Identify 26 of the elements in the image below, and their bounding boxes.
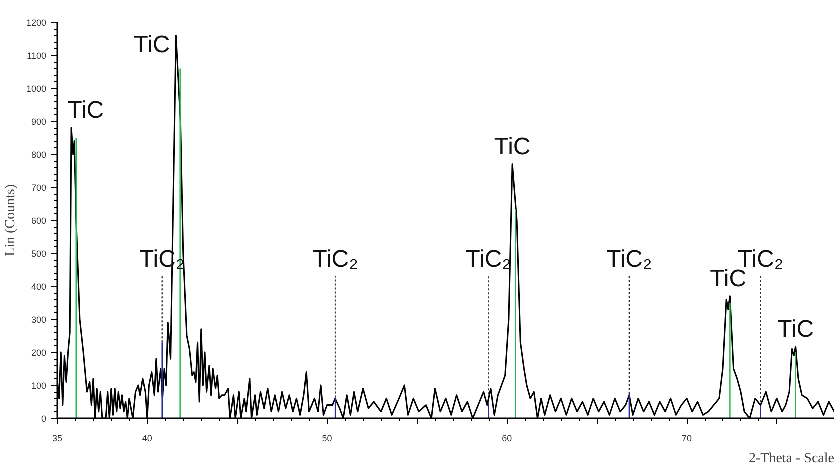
y-tick-label: 600 <box>31 216 47 226</box>
x-axis-title: 2-Theta - Scale <box>748 452 835 466</box>
annotation: TiC₂ <box>312 246 358 273</box>
annotation: TiC <box>68 97 104 124</box>
y-tick-label: 1200 <box>26 18 47 28</box>
y-tick-label: 1100 <box>27 51 47 61</box>
x-tick-label: 35 <box>52 434 63 444</box>
annotation: TiC <box>494 133 531 160</box>
y-tick-label: 500 <box>31 249 47 259</box>
x-tick-label: 40 <box>142 434 152 444</box>
y-tick-label: 400 <box>31 282 47 292</box>
y-tick-label: 1000 <box>26 84 47 94</box>
annotation: TiC <box>778 316 814 343</box>
y-tick-label: 300 <box>31 315 47 325</box>
y-tick-label: 0 <box>41 414 47 424</box>
y-axis-title: Lin (Counts) <box>3 184 18 256</box>
y-tick-label: 800 <box>31 150 47 160</box>
y-tick-label: 100 <box>31 381 47 391</box>
y-tick-label: 900 <box>31 117 47 127</box>
x-tick-label: 60 <box>502 434 512 444</box>
x-tick-label: 70 <box>682 434 692 444</box>
y-tick-label: 200 <box>31 348 47 358</box>
annotation: TiC₂ <box>606 246 652 273</box>
y-tick-label: 700 <box>31 183 47 193</box>
annotation: TiC <box>134 32 170 59</box>
x-tick-label: 50 <box>322 434 332 444</box>
